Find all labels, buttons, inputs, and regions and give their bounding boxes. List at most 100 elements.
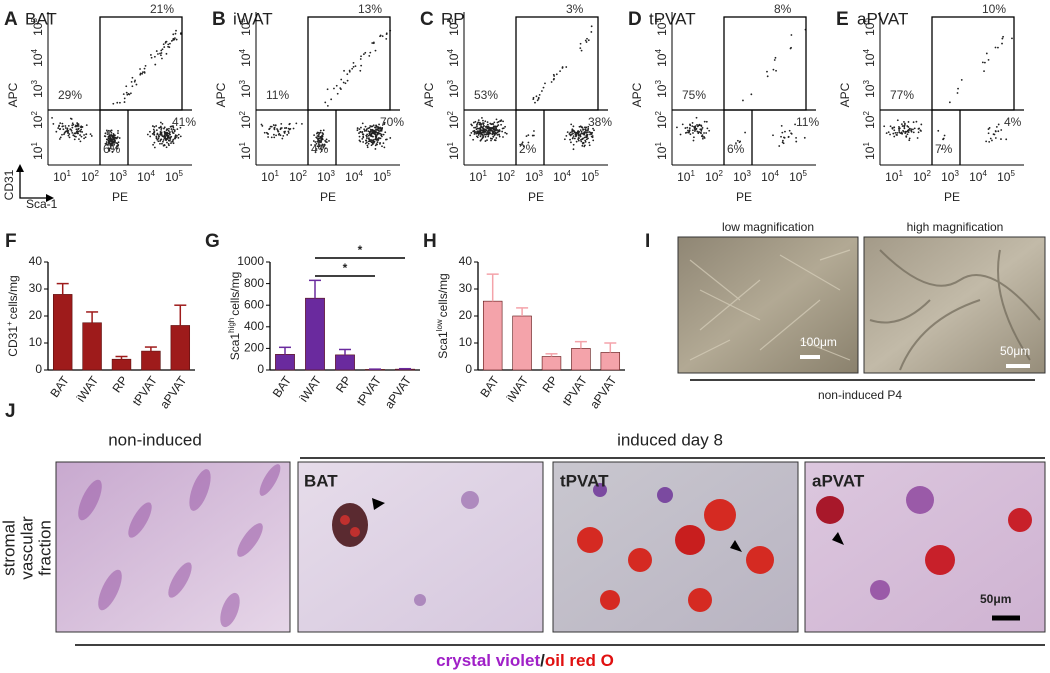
tick-base: 10 — [31, 115, 45, 129]
event-dot — [72, 134, 75, 137]
event-dot — [692, 132, 694, 134]
event-dot — [176, 128, 179, 131]
event-dot — [66, 132, 69, 134]
event-dot — [780, 135, 782, 138]
event-dot — [684, 132, 687, 134]
tick-base: 10 — [863, 22, 877, 36]
event-dot — [109, 144, 112, 147]
event-dot — [589, 133, 591, 136]
event-dot — [117, 132, 119, 135]
event-dot — [488, 132, 491, 135]
tick-exp: 3 — [122, 169, 127, 178]
y-tick-label: 104 — [446, 49, 462, 67]
event-dot — [583, 145, 586, 148]
event-dot — [912, 131, 915, 134]
event-dot — [569, 138, 571, 141]
tick-base: 10 — [655, 146, 669, 160]
bar — [600, 352, 621, 371]
event-dot — [688, 127, 691, 130]
event-dot — [492, 135, 495, 138]
event-dot — [495, 118, 498, 121]
event-dot — [351, 67, 354, 70]
event-dot — [365, 139, 368, 142]
event-dot — [766, 70, 768, 73]
bar — [335, 354, 355, 371]
tick-exp: 1 — [654, 142, 663, 147]
gate-percent: 13% — [358, 2, 382, 16]
x-tick-label: 105 — [165, 169, 183, 185]
event-dot — [476, 125, 478, 128]
tick-exp: 3 — [330, 169, 335, 178]
image-label: BAT — [304, 471, 338, 490]
tick-exp: 2 — [718, 169, 723, 178]
axis-title: APC — [422, 82, 436, 107]
event-dot — [356, 129, 359, 132]
event-dot — [352, 61, 355, 64]
event-dot — [273, 136, 276, 139]
event-dot — [324, 139, 327, 142]
event-dot — [989, 137, 992, 140]
axis-title: APC — [214, 82, 228, 107]
tick-exp: 3 — [654, 80, 663, 85]
event-dot — [72, 123, 75, 126]
event-dot — [322, 129, 325, 132]
event-dot — [175, 38, 178, 41]
event-dot — [772, 68, 775, 71]
event-dot — [352, 65, 355, 68]
gate — [99, 16, 183, 111]
event-dot — [893, 135, 896, 138]
event-dot — [284, 130, 286, 133]
tick-exp: 2 — [94, 169, 99, 178]
y-tick-label: 105 — [446, 18, 462, 36]
tick-exp: 1 — [690, 169, 695, 178]
event-dot — [71, 122, 74, 125]
event-dot — [688, 129, 691, 132]
event-dot — [893, 129, 896, 132]
event-dot — [910, 129, 913, 132]
y-tick-label: 10 — [29, 335, 43, 349]
event-dot — [679, 133, 682, 136]
event-dot — [379, 126, 382, 129]
event-dot — [356, 127, 359, 130]
event-dot — [166, 134, 168, 137]
event-dot — [168, 46, 171, 49]
cell-texture — [689, 249, 851, 361]
bar — [275, 354, 295, 371]
event-dot — [111, 134, 114, 137]
event-dot — [76, 125, 78, 128]
y-tick-label: 102 — [238, 111, 254, 129]
event-dot — [578, 137, 580, 140]
event-dot — [292, 127, 295, 130]
event-dot — [141, 72, 144, 75]
event-dot — [693, 130, 696, 132]
event-dot — [358, 132, 360, 135]
event-dot — [385, 37, 388, 40]
event-dot — [579, 129, 582, 132]
event-dot — [570, 141, 572, 144]
event-dot — [490, 123, 493, 126]
tick-exp: 4 — [566, 169, 571, 178]
event-dot — [493, 128, 496, 131]
event-dot — [316, 131, 319, 134]
tick-base: 10 — [913, 170, 927, 184]
event-dot — [315, 142, 318, 145]
x-tick-label: aPVAT — [382, 373, 415, 411]
event-dot — [362, 141, 365, 143]
event-dot — [883, 125, 886, 128]
event-dot — [913, 127, 916, 130]
marker-label: Sca-1 — [26, 197, 58, 211]
event-dot — [590, 25, 593, 28]
cell-texture — [577, 483, 774, 612]
y-axis-title-part: cells/mg — [6, 275, 20, 319]
event-dot — [362, 53, 365, 56]
event-dot — [312, 140, 315, 142]
event-dot — [111, 142, 114, 144]
image-label: aPVAT — [812, 471, 865, 490]
event-dot — [366, 144, 369, 147]
event-dot — [113, 134, 115, 137]
tick-exp: 1 — [482, 169, 487, 178]
event-dot — [267, 133, 270, 135]
event-dot — [905, 130, 908, 133]
event-dot — [376, 131, 379, 134]
event-dot — [693, 125, 695, 128]
